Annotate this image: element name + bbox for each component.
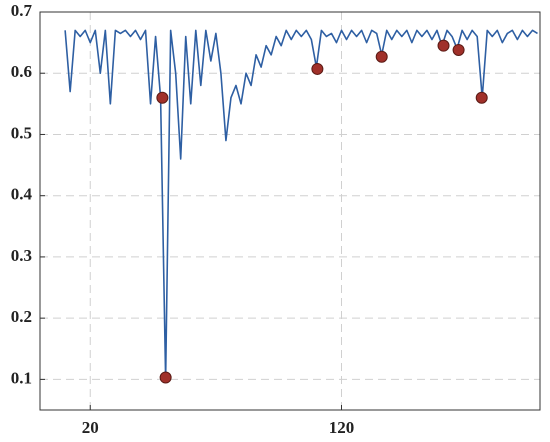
y-tick-label: 0.3: [11, 246, 32, 265]
point: [375, 50, 388, 63]
y-tick-label: 0.7: [11, 1, 33, 20]
x-tick-label: 20: [82, 418, 99, 437]
y-tick-label: 0.6: [11, 62, 32, 81]
point: [156, 91, 169, 104]
point: [159, 371, 172, 384]
x-tick-label: 120: [329, 418, 355, 437]
plot-frame: [39, 11, 541, 411]
labels: 0.1 0.2 0.3 0.4 0.5 0.6 0.7 20 120: [11, 1, 355, 437]
point: [437, 39, 450, 52]
y-tick-label: 0.1: [11, 368, 32, 387]
point: [475, 91, 488, 104]
point: [452, 43, 465, 56]
plot-area: [40, 12, 540, 410]
marks: [64, 29, 538, 384]
y-tick-label: 0.2: [11, 307, 32, 326]
point: [311, 62, 324, 75]
y-tick-label: 0.4: [11, 185, 33, 204]
y-tick-label: 0.5: [11, 123, 32, 142]
line: [64, 29, 538, 381]
